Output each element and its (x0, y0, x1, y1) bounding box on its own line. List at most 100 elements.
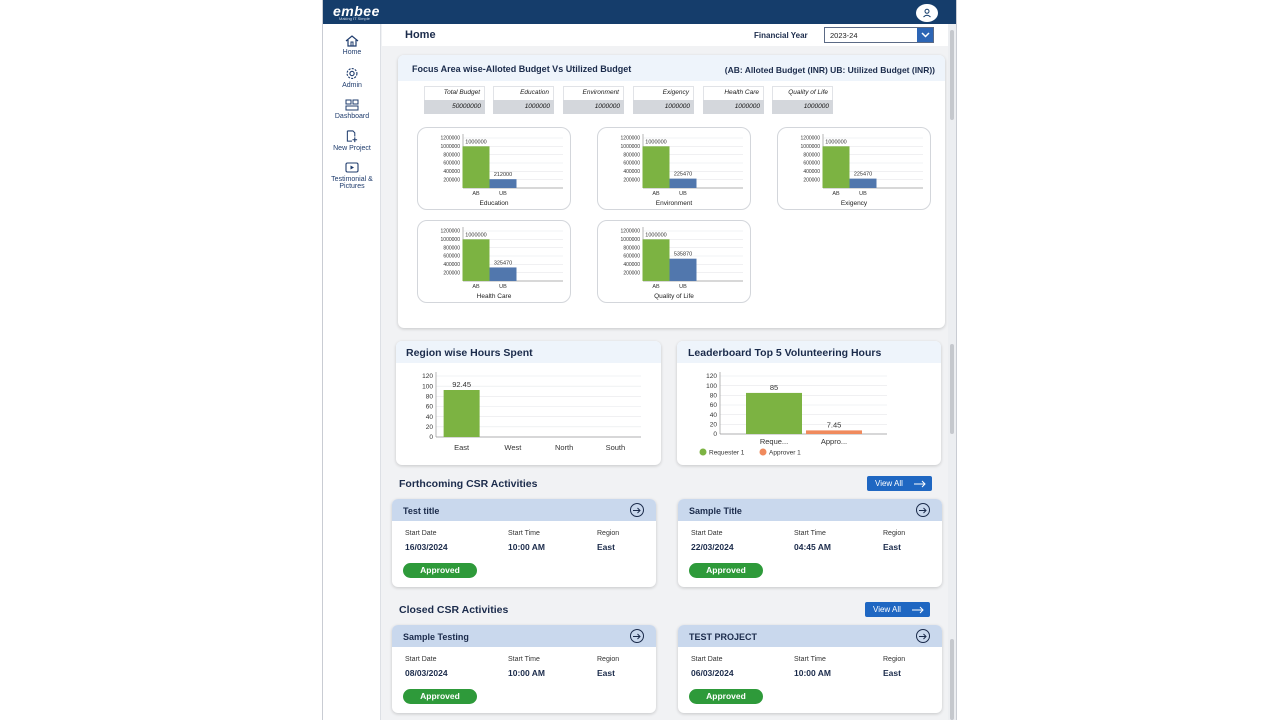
budget-panel: Focus Area wise-Alloted Budget Vs Utiliz… (398, 55, 945, 328)
bar (642, 146, 670, 188)
activity-title: Test title (403, 506, 440, 516)
y-tick-label: 40 (710, 412, 718, 419)
leaderboard-panel: Leaderboard Top 5 Volunteering Hours 120… (677, 341, 941, 465)
y-tick-label: 400000 (623, 262, 640, 268)
health-care-chart: 1200000 1000000 800000 600000 400000 200000 10… (441, 227, 563, 300)
sidebar-item-home[interactable]: Home (323, 35, 381, 56)
education-chart-card: 1200000 1000000 800000 600000 400000 200000 10… (417, 127, 571, 210)
y-tick-label: 1200000 (621, 229, 641, 235)
bar (489, 179, 517, 188)
stat-education: Education 1000000 (493, 86, 554, 114)
activity-card[interactable]: Test title Start Date Start Time Region … (392, 499, 656, 587)
financial-year-select[interactable]: 2023-24 (824, 27, 934, 43)
leaderboard-header: Leaderboard Top 5 Volunteering Hours (677, 341, 941, 363)
scrollbar-thumb[interactable] (950, 639, 954, 720)
region-value: East (597, 542, 615, 552)
x-tick-label: North (555, 443, 573, 452)
y-tick-label: 1000000 (441, 144, 461, 150)
activity-card-header: Sample Title (678, 499, 942, 521)
gear-icon (346, 68, 358, 79)
start-date-label: Start Date (405, 530, 437, 537)
environment-chart-card: 1200000 1000000 800000 600000 400000 200000 10… (597, 127, 751, 210)
start-time-value: 04:45 AM (794, 542, 832, 552)
region-hours-header: Region wise Hours Spent (396, 341, 661, 363)
data-label: 225470 (854, 172, 872, 178)
y-tick-label: 1000000 (441, 237, 461, 243)
y-tick-label: 200000 (443, 177, 460, 183)
y-tick-label: 120 (422, 373, 433, 380)
budget-panel-header: Focus Area wise-Alloted Budget Vs Utiliz… (398, 55, 945, 81)
stat-health-care: Health Care 1000000 (703, 86, 764, 114)
data-label: 225470 (674, 172, 692, 178)
activity-card[interactable]: Sample Testing Start Date Start Time Reg… (392, 625, 656, 713)
open-activity-button[interactable] (916, 503, 930, 517)
embee-logo[interactable]: embee (333, 3, 380, 19)
closed-view-all-button[interactable]: View All (865, 602, 930, 617)
sidebar-item-testimonial[interactable]: Testimonial & Pictures (323, 162, 381, 190)
start-time-label: Start Time (794, 530, 826, 537)
region-value: East (597, 668, 615, 678)
bar (669, 258, 697, 281)
financial-year-dropdown-button[interactable] (917, 28, 933, 42)
stat-quality-of-life: Quality of Life 1000000 (772, 86, 833, 114)
y-tick-label: 1200000 (441, 229, 461, 235)
financial-year-value: 2023-24 (830, 31, 858, 40)
stat-exigency: Exigency 1000000 (633, 86, 694, 114)
status-badge: Approved (403, 689, 477, 704)
activity-card-header: Test title (392, 499, 656, 521)
y-tick-label: 60 (426, 404, 434, 411)
start-time-label: Start Time (508, 656, 540, 663)
x-tick-label: AB (472, 191, 480, 197)
forthcoming-view-all-button[interactable]: View All (867, 476, 932, 491)
data-label: 212000 (494, 172, 512, 178)
start-date-value: 08/03/2024 (405, 668, 448, 678)
y-tick-label: 0 (713, 431, 717, 438)
y-tick-label: 600000 (443, 254, 460, 260)
health-care-chart-card: 1200000 1000000 800000 600000 400000 200000 10… (417, 220, 571, 303)
sidebar-item-dashboard[interactable]: Dashboard (323, 99, 381, 120)
x-tick-label: UB (679, 191, 687, 197)
scrollbar-thumb[interactable] (950, 344, 954, 434)
status-badge: Approved (403, 563, 477, 578)
y-tick-label: 20 (426, 424, 434, 431)
sidebar-item-new-project[interactable]: New Project (323, 130, 381, 152)
legend-label: Requester 1 (709, 450, 745, 457)
sidebar-item-label: Admin (342, 82, 362, 89)
bar (443, 390, 480, 437)
data-label: 1000000 (465, 232, 486, 238)
activity-card-header: TEST PROJECT (678, 625, 942, 647)
y-tick-label: 400000 (443, 262, 460, 268)
region-label: Region (597, 656, 620, 663)
chart-title: Quality of Life (654, 293, 694, 300)
open-activity-button[interactable] (916, 629, 930, 643)
y-tick-label: 600000 (443, 161, 460, 167)
stat-label: Education (493, 86, 554, 100)
bar (746, 392, 802, 434)
stat-environment: Environment 1000000 (563, 86, 624, 114)
user-icon (923, 8, 931, 18)
app-window: embee Making IT Simple Home Admin Dashbo… (322, 0, 957, 720)
logo-tagline: Making IT Simple (339, 16, 370, 21)
data-label: 1000000 (645, 232, 666, 238)
activity-card[interactable]: TEST PROJECT Start Date Start Time Regio… (678, 625, 942, 713)
quality-of-life-chart-card: 1200000 1000000 800000 600000 400000 200000 10… (597, 220, 751, 303)
leaderboard-chart: 120 100 80 60 40 20 0 85 Reque... 7.45 Appro... Req… (699, 372, 887, 457)
new-file-icon (346, 130, 358, 143)
activity-card[interactable]: Sample Title Start Date Start Time Regio… (678, 499, 942, 587)
stat-value: 1000000 (563, 100, 624, 114)
open-activity-button[interactable] (630, 503, 644, 517)
start-date-value: 22/03/2024 (691, 542, 734, 552)
bar (849, 178, 877, 188)
sidebar-item-admin[interactable]: Admin (323, 67, 381, 89)
chart-title: Education (480, 200, 509, 207)
sidebar: Home Admin Dashboard New Project Testimo… (323, 24, 381, 720)
sidebar-item-label: New Project (333, 145, 371, 152)
closed-title: Closed CSR Activities (399, 604, 509, 616)
page-scrollbar[interactable] (948, 24, 956, 720)
open-activity-button[interactable] (630, 629, 644, 643)
chart-title: Environment (656, 200, 693, 207)
stat-value: 1000000 (772, 100, 833, 114)
user-avatar[interactable] (916, 4, 938, 22)
exigency-chart-card: 1200000 1000000 800000 600000 400000 200000 10… (777, 127, 931, 210)
scrollbar-thumb[interactable] (950, 30, 954, 120)
